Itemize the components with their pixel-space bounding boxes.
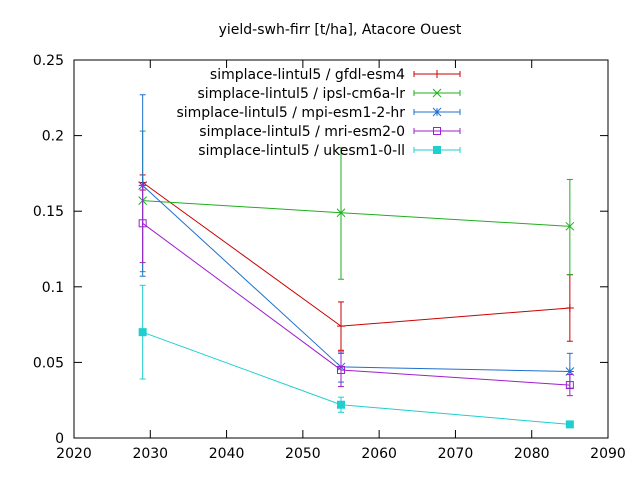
- series-line: [142, 182, 570, 327]
- error-bar: [566, 373, 573, 397]
- data-point: [565, 221, 575, 231]
- y-tick-label: 0.1: [42, 280, 64, 296]
- data-point: [565, 381, 574, 390]
- series-4: [138, 183, 574, 397]
- data-point: [337, 365, 345, 374]
- plot-area: [138, 94, 575, 429]
- error-bar: [338, 352, 344, 388]
- legend-entry: simplace-lintul5 / gfdl-esm4: [210, 67, 461, 83]
- error-bar: [566, 178, 573, 276]
- legend-entry: simplace-lintul5 / ukesm1-0-ll: [198, 143, 461, 159]
- legend-label: simplace-lintul5 / mpi-esm1-2-hr: [176, 105, 405, 121]
- x-tick-label: 2060: [361, 446, 397, 462]
- legend-marker: [433, 146, 441, 154]
- legend-entry: simplace-lintul5 / mpi-esm1-2-hr: [176, 105, 461, 121]
- series-line: [142, 331, 570, 425]
- y-tick-label: 0.2: [42, 129, 64, 145]
- x-tick-label: 2070: [438, 446, 474, 462]
- data-point: [565, 303, 574, 312]
- chart-title: yield-swh-firr [t/ha], Atacore Ouest: [219, 22, 462, 38]
- y-tick-label: 0.15: [33, 204, 64, 220]
- legend-entry: simplace-lintul5 / ipsl-cm6a-lr: [198, 86, 461, 102]
- x-tick-label: 2080: [514, 446, 550, 462]
- data-point: [565, 420, 574, 429]
- legend-label: simplace-lintul5 / ipsl-cm6a-lr: [198, 86, 406, 102]
- error-bar: [139, 183, 146, 264]
- data-point: [337, 400, 345, 409]
- legend-entry: simplace-lintul5 / mri-esm2-0: [199, 124, 461, 140]
- legend: simplace-lintul5 / gfdl-esm4 simplace-lin…: [176, 67, 461, 159]
- data-point: [138, 219, 147, 228]
- plot-border: [73, 59, 609, 439]
- x-tick-label: 2050: [285, 446, 321, 462]
- axes: 2020 2030 2040 2050 2060 2070 2080 2090 0 0.05 0.1…: [33, 53, 626, 462]
- y-tick-label: 0: [55, 431, 64, 447]
- data-point: [337, 322, 345, 331]
- legend-label: simplace-lintul5 / mri-esm2-0: [199, 124, 405, 140]
- x-tick-label: 2040: [209, 446, 245, 462]
- series-1: [138, 174, 574, 351]
- legend-marker: [433, 127, 441, 135]
- legend-marker: [432, 107, 442, 117]
- legend-label: simplace-lintul5 / ukesm1-0-ll: [198, 143, 405, 159]
- legend-marker: [433, 70, 441, 78]
- y-tick-label: 0.05: [33, 355, 64, 371]
- error-bar: [338, 147, 344, 280]
- x-tick-label: 2090: [590, 446, 626, 462]
- series-line: [142, 200, 570, 227]
- y-tick-label: 0.25: [33, 53, 64, 69]
- data-point: [336, 208, 346, 218]
- x-tick-label: 2020: [56, 446, 92, 462]
- legend-label: simplace-lintul5 / gfdl-esm4: [210, 67, 405, 83]
- legend-marker: [432, 88, 442, 98]
- x-tick-label: 2030: [132, 446, 168, 462]
- series-line: [142, 222, 570, 386]
- data-point: [138, 328, 147, 337]
- series-5: [138, 284, 574, 429]
